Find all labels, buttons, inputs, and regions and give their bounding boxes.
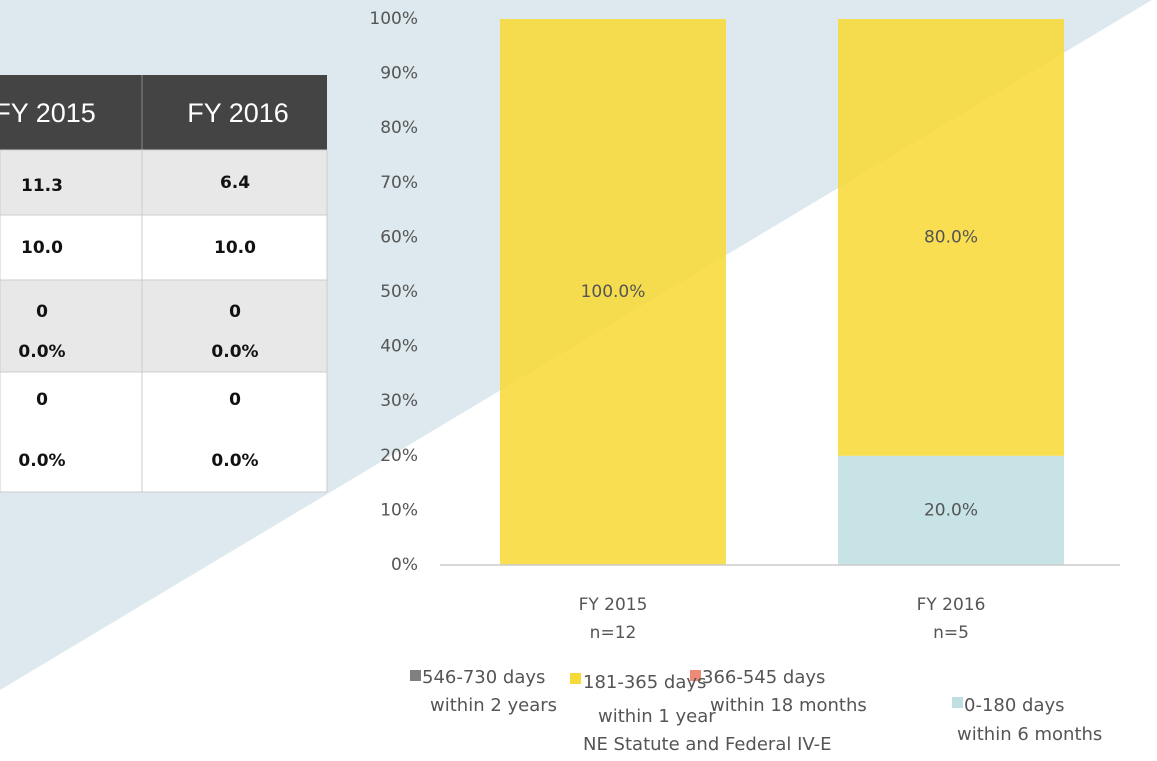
table-header <box>0 75 327 150</box>
table-cell: 0.0% <box>18 342 65 362</box>
legend-description: within 18 months <box>710 695 867 716</box>
y-tick-label: 70% <box>380 173 418 193</box>
table-cell: 0 <box>36 390 48 410</box>
legend-label: 546-730 days <box>422 667 545 688</box>
bar-segment <box>500 19 726 565</box>
table-cell: 11.3 <box>21 176 63 196</box>
table-cell: 0 <box>36 302 48 322</box>
y-tick-label: 10% <box>380 500 418 520</box>
y-tick-label: 90% <box>380 64 418 84</box>
table-row <box>0 371 328 493</box>
table-row <box>0 214 328 281</box>
x-tick-label: FY 2015 <box>579 595 648 615</box>
x-tick-label: FY 2016 <box>917 595 986 615</box>
legend-description: within 2 years <box>430 695 557 716</box>
x-tick-note: n=5 <box>933 623 969 643</box>
header-cell: FY 2016 <box>187 98 289 128</box>
legend-swatch <box>952 697 963 708</box>
y-tick-label: 40% <box>380 337 418 357</box>
y-tick-label: 100% <box>369 9 418 29</box>
legend-swatch <box>570 673 581 684</box>
table-cell: 10.0 <box>214 238 256 258</box>
data-label: 20.0% <box>924 500 978 520</box>
bar-segment <box>838 455 1064 565</box>
table-cell: 6.4 <box>220 173 250 193</box>
table-row <box>0 279 328 373</box>
table-cell: 10.0 <box>21 238 63 258</box>
data-label: 80.0% <box>924 227 978 247</box>
chart: 0% 10% 20% 30% 40% 50% 60% 70% 80% 90% 100% 100.0% F… <box>369 9 1120 755</box>
table: FY 2015 FY 2016 11.3 6.4 10.0 10.0 0 0.0… <box>0 75 328 493</box>
legend-description: within 1 year <box>598 706 716 727</box>
header-cell: FY 2015 <box>0 98 96 128</box>
table-cell: 0.0% <box>211 342 258 362</box>
y-tick-label: 80% <box>380 118 418 138</box>
legend-label: 0-180 days <box>964 695 1065 716</box>
y-tick-label: 20% <box>380 446 418 466</box>
legend-label: 181-365 days <box>583 672 706 693</box>
table-cell: 0 <box>229 390 241 410</box>
legend-description: NE Statute and Federal IV-E <box>583 734 832 755</box>
x-tick-note: n=12 <box>590 623 637 643</box>
data-label: 100.0% <box>581 282 646 302</box>
legend-swatch <box>690 670 701 681</box>
bar-segment <box>838 19 1064 456</box>
legend-description: within 6 months <box>957 724 1102 745</box>
y-tick-label: 0% <box>391 555 418 575</box>
table-row <box>0 149 328 216</box>
y-tick-label: 50% <box>380 282 418 302</box>
legend-swatch <box>410 670 421 681</box>
y-tick-label: 60% <box>380 227 418 247</box>
table-cell: 0.0% <box>211 451 258 471</box>
legend-label: 366-545 days <box>702 667 825 688</box>
y-tick-label: 30% <box>380 391 418 411</box>
table-cell: 0 <box>229 302 241 322</box>
table-cell: 0.0% <box>18 451 65 471</box>
